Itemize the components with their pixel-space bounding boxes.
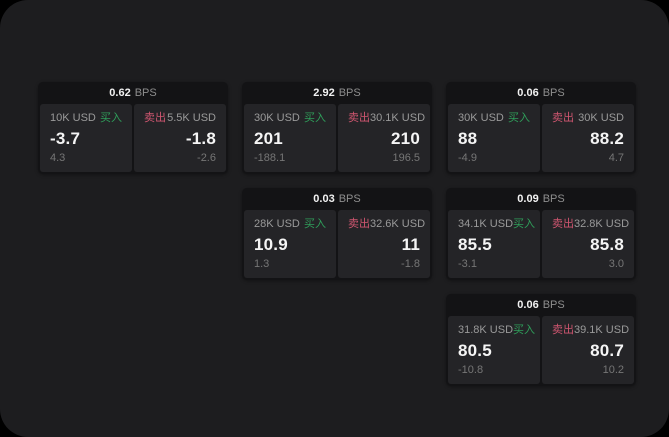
quote-body: 30K USD 买入 201 -188.1 卖出 30.1K USD 210 1… [242, 104, 432, 174]
sell-price: 85.8 [590, 235, 624, 254]
sell-price: 80.7 [590, 341, 624, 360]
sell-panel[interactable]: 卖出 30.1K USD 210 196.5 [338, 104, 430, 172]
buy-amount-label: 28K USD [254, 218, 300, 230]
buy-price: 85.5 [458, 235, 492, 254]
bps-value: 0.62 [109, 87, 131, 99]
sell-side-label: 卖出 [144, 112, 166, 124]
sell-change: 3.0 [608, 258, 624, 270]
quote-grid: 0.62 BPS 10K USD 买入 -3.7 4.3 卖出 5.5K USD [38, 82, 636, 386]
quote-card-4: 0.03 BPS 28K USD 买入 10.9 1.3 卖出 32.6K US… [242, 188, 432, 280]
bps-unit-label: BPS [338, 193, 361, 205]
quote-card-1: 0.62 BPS 10K USD 买入 -3.7 4.3 卖出 5.5K USD [38, 82, 228, 174]
sell-price: 88.2 [590, 129, 624, 148]
bps-unit-label: BPS [542, 193, 565, 205]
sell-side-label: 卖出 [348, 112, 370, 124]
sell-change: -1.8 [401, 258, 420, 270]
sell-change: 10.2 [602, 364, 624, 376]
sell-panel[interactable]: 卖出 32.6K USD 11 -1.8 [338, 210, 430, 278]
bps-unit-label: BPS [542, 299, 565, 311]
bps-header: 0.62 BPS [38, 82, 228, 104]
quote-card-6: 0.06 BPS 31.8K USD 买入 80.5 -10.8 卖出 39.1… [446, 294, 636, 386]
buy-side-label: 买入 [304, 112, 326, 124]
buy-side-label: 买入 [304, 218, 326, 230]
quote-body: 10K USD 买入 -3.7 4.3 卖出 5.5K USD -1.8 -2.… [38, 104, 228, 174]
bps-value: 0.09 [517, 193, 539, 205]
sell-change: 196.5 [392, 152, 420, 164]
buy-amount-label: 30K USD [458, 112, 504, 124]
buy-panel[interactable]: 34.1K USD 买入 85.5 -3.1 [448, 210, 540, 278]
buy-price: 10.9 [254, 235, 288, 254]
buy-change: -10.8 [458, 364, 484, 376]
buy-change: -188.1 [254, 152, 286, 164]
sell-side-label: 卖出 [552, 324, 574, 336]
buy-amount-label: 34.1K USD [458, 218, 514, 230]
quote-body: 34.1K USD 买入 85.5 -3.1 卖出 32.8K USD 85.8… [446, 210, 636, 280]
bps-value: 2.92 [313, 87, 335, 99]
bps-value: 0.03 [313, 193, 335, 205]
sell-amount-label: 39.1K USD [574, 324, 630, 336]
bps-value: 0.06 [517, 299, 539, 311]
sell-change: -2.6 [197, 152, 216, 164]
sell-amount-label: 32.6K USD [370, 218, 426, 230]
sell-panel[interactable]: 卖出 39.1K USD 80.7 10.2 [542, 316, 634, 384]
buy-amount-label: 31.8K USD [458, 324, 514, 336]
quote-body: 30K USD 买入 88 -4.9 卖出 30K USD 88.2 4.7 [446, 104, 636, 174]
buy-change: 4.3 [50, 152, 66, 164]
buy-panel[interactable]: 30K USD 买入 88 -4.9 [448, 104, 540, 172]
buy-panel[interactable]: 31.8K USD 买入 80.5 -10.8 [448, 316, 540, 384]
sell-amount-label: 5.5K USD [167, 112, 216, 124]
quote-card-5: 0.09 BPS 34.1K USD 买入 85.5 -3.1 卖出 32.8K… [446, 188, 636, 280]
bps-header: 0.03 BPS [242, 188, 432, 210]
buy-amount-label: 30K USD [254, 112, 300, 124]
bps-value: 0.06 [517, 87, 539, 99]
sell-amount-label: 30K USD [578, 112, 624, 124]
sell-price: -1.8 [185, 129, 216, 148]
sell-change: 4.7 [608, 152, 624, 164]
buy-change: 1.3 [254, 258, 270, 270]
buy-change: -3.1 [458, 258, 477, 270]
buy-side-label: 买入 [100, 112, 122, 124]
sell-side-label: 卖出 [552, 218, 574, 230]
buy-side-label: 买入 [508, 112, 530, 124]
sell-amount-label: 30.1K USD [370, 112, 426, 124]
sell-price: 11 [401, 235, 420, 254]
bps-unit-label: BPS [542, 87, 565, 99]
sell-side-label: 卖出 [348, 218, 370, 230]
sell-amount-label: 32.8K USD [574, 218, 630, 230]
bps-header: 2.92 BPS [242, 82, 432, 104]
bps-header: 0.06 BPS [446, 82, 636, 104]
sell-panel[interactable]: 卖出 32.8K USD 85.8 3.0 [542, 210, 634, 278]
quote-body: 28K USD 买入 10.9 1.3 卖出 32.6K USD 11 -1.8 [242, 210, 432, 280]
buy-change: -4.9 [458, 152, 477, 164]
buy-price: -3.7 [50, 129, 81, 148]
bps-unit-label: BPS [134, 87, 157, 99]
bps-header: 0.06 BPS [446, 294, 636, 316]
sell-price: 210 [391, 129, 420, 148]
sell-side-label: 卖出 [552, 112, 574, 124]
buy-amount-label: 10K USD [50, 112, 96, 124]
buy-panel[interactable]: 28K USD 买入 10.9 1.3 [244, 210, 336, 278]
quote-body: 31.8K USD 买入 80.5 -10.8 卖出 39.1K USD 80.… [446, 316, 636, 386]
buy-side-label: 买入 [513, 218, 536, 230]
buy-side-label: 买入 [513, 324, 536, 336]
sell-panel[interactable]: 卖出 5.5K USD -1.8 -2.6 [134, 104, 226, 172]
bps-header: 0.09 BPS [446, 188, 636, 210]
buy-panel[interactable]: 30K USD 买入 201 -188.1 [244, 104, 336, 172]
sell-panel[interactable]: 卖出 30K USD 88.2 4.7 [542, 104, 634, 172]
bps-unit-label: BPS [338, 87, 361, 99]
quote-card-3: 0.06 BPS 30K USD 买入 88 -4.9 卖出 30K USD [446, 82, 636, 174]
buy-price: 80.5 [458, 341, 492, 360]
buy-price: 201 [254, 129, 283, 148]
buy-price: 88 [458, 129, 478, 148]
quote-card-2: 2.92 BPS 30K USD 买入 201 -188.1 卖出 30.1K … [242, 82, 432, 174]
buy-panel[interactable]: 10K USD 买入 -3.7 4.3 [40, 104, 132, 172]
